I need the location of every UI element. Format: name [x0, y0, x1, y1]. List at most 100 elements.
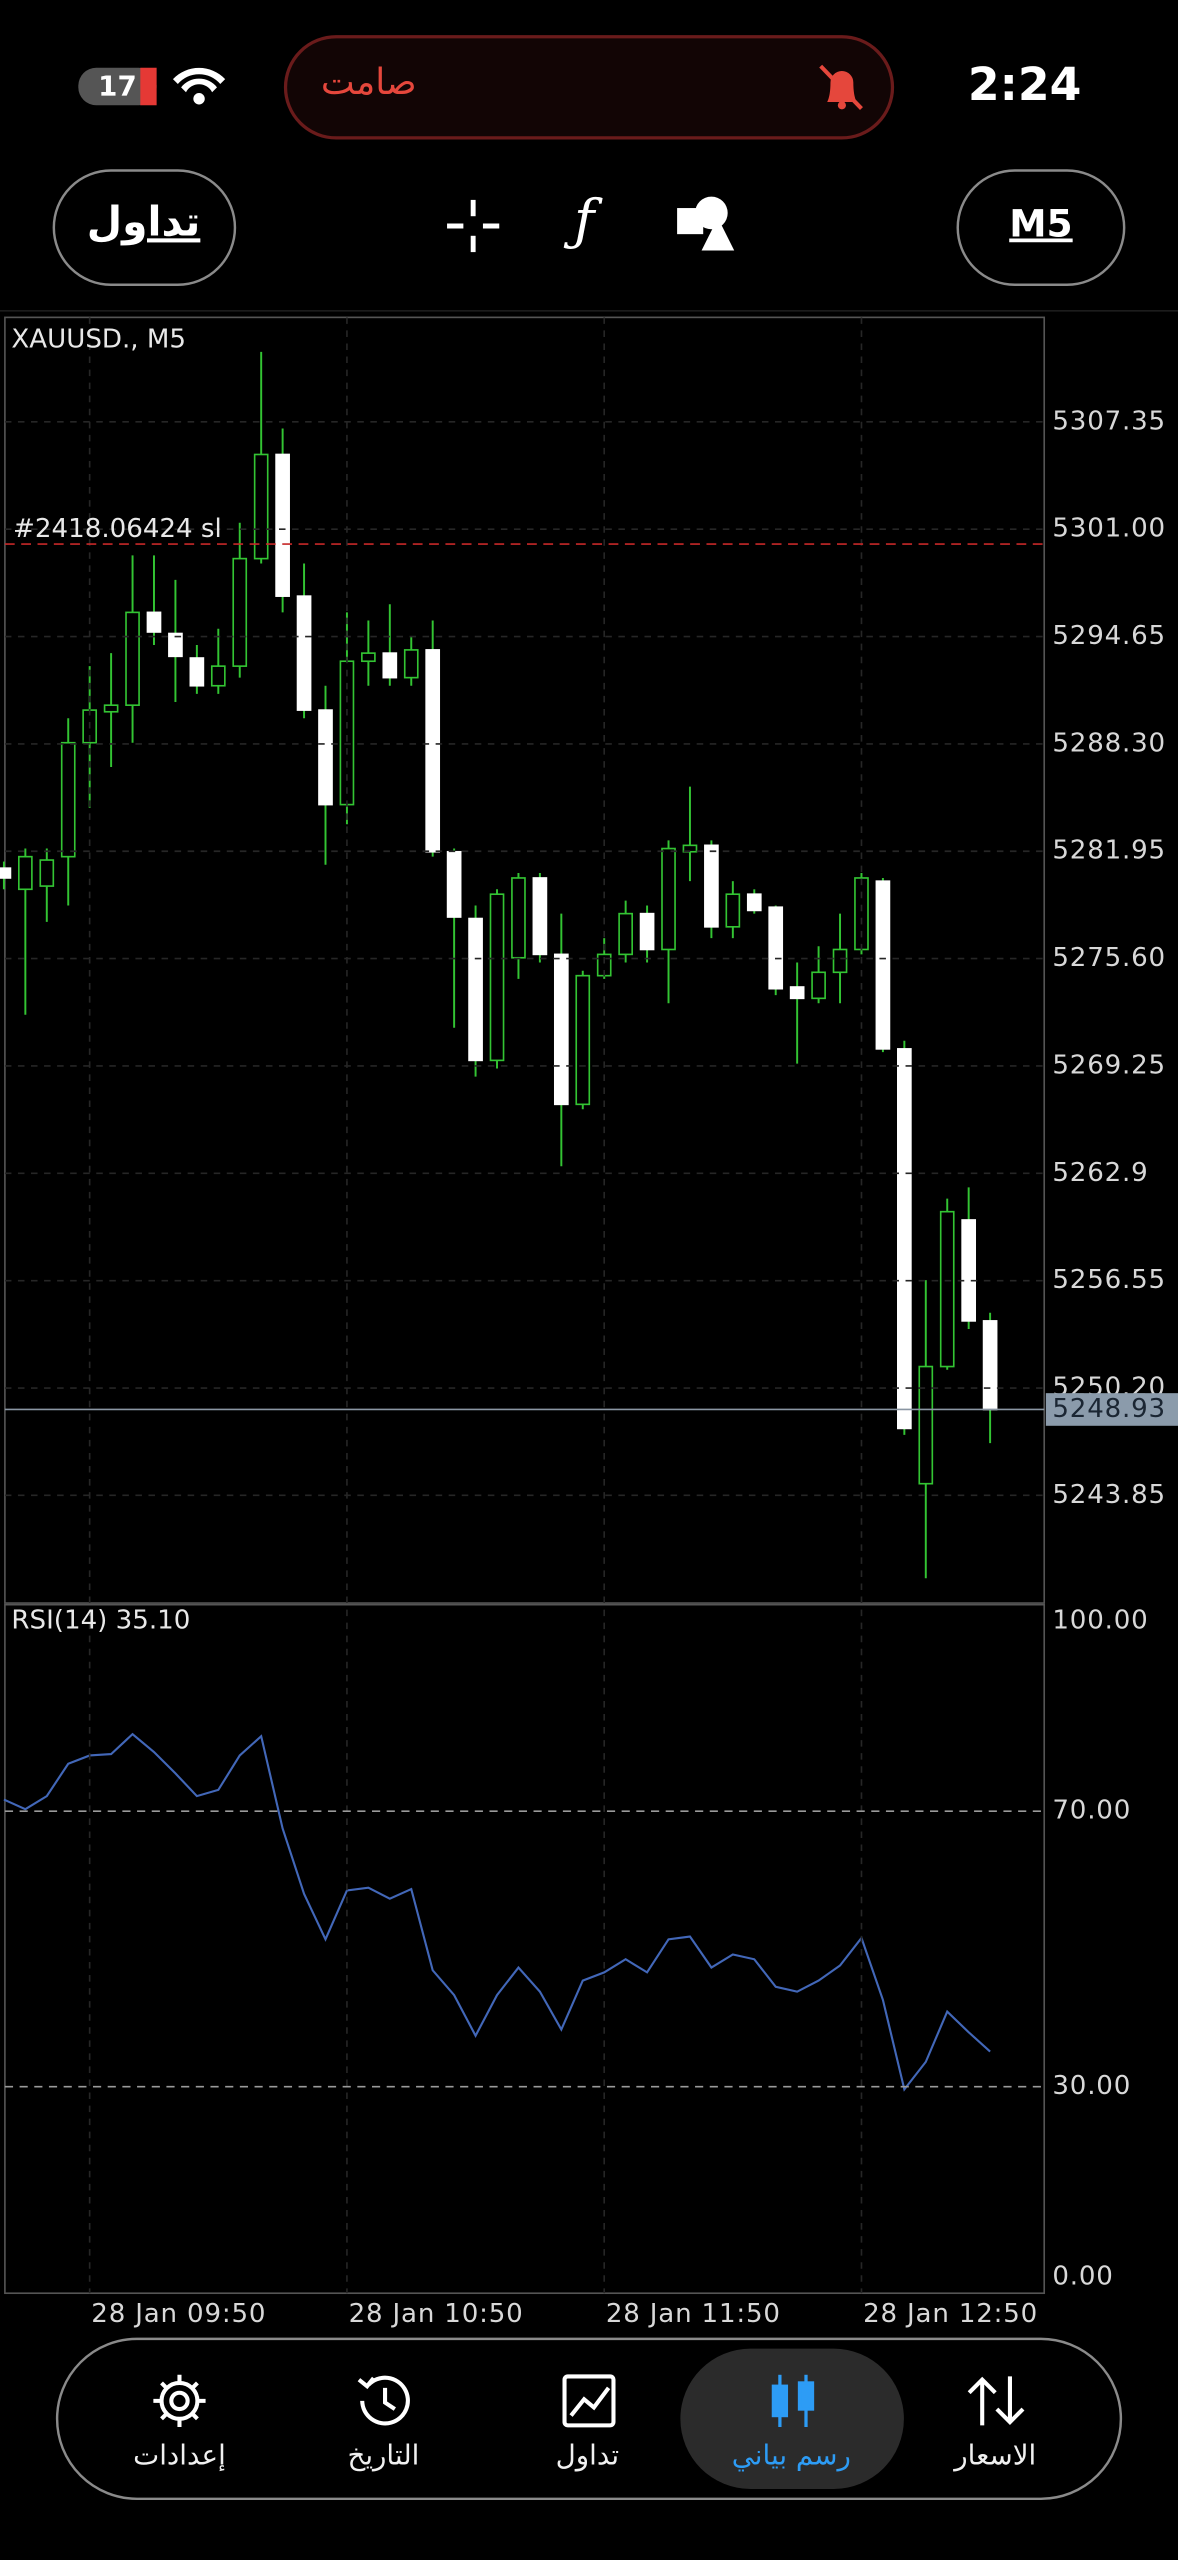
quotes-icon[interactable] [967, 2376, 1025, 2426]
trade-icon[interactable] [562, 2374, 616, 2428]
battery-level: 17 [98, 69, 137, 102]
candle-body [789, 986, 805, 1000]
candle-body [146, 611, 162, 633]
candle-body [489, 893, 505, 1062]
candle-body [60, 741, 76, 858]
clock: 2:24 [968, 58, 1082, 111]
candle-body [618, 912, 633, 956]
active-tab-bg [680, 2348, 904, 2489]
silent-label: صامت [321, 62, 417, 103]
silent-pill [283, 35, 895, 140]
rsi-line [3, 1732, 991, 2092]
chart-marks: 5307.35 5301.00 5294.65 5288.30 5281.95 5275.… [0, 317, 1178, 2329]
rsi-panel [4, 1603, 1046, 2295]
y-tick-label: 5275.60 [1052, 943, 1166, 973]
settings-icon[interactable] [153, 2374, 206, 2427]
timeframe-button[interactable] [956, 169, 1126, 286]
candle-body [125, 611, 140, 707]
y-tick-label: 5256.55 [1052, 1265, 1166, 1295]
candle-body [189, 657, 205, 687]
candle-body [425, 649, 441, 853]
y-tick-label: 100.00 [1052, 1606, 1148, 1636]
y-tick-label: 5262.9 [1052, 1158, 1148, 1188]
candle-body [339, 660, 355, 806]
y-tick-label: 30.00 [1052, 2071, 1131, 2101]
chart-title: XAUUSD., M5 [11, 325, 186, 355]
candle-body [768, 906, 784, 990]
candle-body [661, 847, 676, 951]
x-tick-label: 28 Jan 09:50 [91, 2299, 266, 2329]
candle-body [468, 917, 483, 1062]
candle-body [168, 632, 183, 658]
timeframe-label: M5 [1009, 202, 1072, 246]
candle-body [961, 1219, 977, 1322]
x-tick-label: 28 Jan 11:50 [606, 2299, 781, 2329]
y-tick-label: 0.00 [1052, 2261, 1113, 2291]
current-price-label: 5248.93 [1052, 1394, 1166, 1424]
nav-label: تداول [556, 2438, 620, 2471]
nav-label: رسم بياني [732, 2438, 851, 2471]
candle-body [939, 1210, 955, 1368]
candle-body [639, 912, 655, 951]
y-tick-label: 5243.85 [1052, 1480, 1166, 1510]
trade-button-label: تداول [87, 197, 201, 246]
candle-body [275, 453, 290, 597]
status-bar: 17 صامت 2:24 [78, 35, 1082, 140]
candle-body [725, 893, 741, 928]
candle-body [897, 1048, 912, 1430]
y-tick-label: 5281.95 [1052, 836, 1166, 866]
candle-body [511, 877, 526, 959]
candle-body [532, 877, 548, 956]
chart-icon[interactable] [771, 2374, 815, 2427]
candle-body [575, 974, 591, 1106]
candle-body [0, 867, 12, 879]
candle-body [811, 971, 826, 1000]
rsi-title: RSI(14) 35.10 [11, 1606, 190, 1636]
candle-body [253, 453, 269, 560]
candle-body [232, 557, 248, 667]
x-tick-label: 28 Jan 12:50 [863, 2299, 1038, 2329]
battery-low [140, 67, 157, 106]
history-icon[interactable] [357, 2375, 410, 2426]
y-tick-label: 5288.30 [1052, 728, 1166, 758]
candle-body [918, 1365, 934, 1485]
candle-body [832, 948, 848, 974]
bell-off-icon [819, 64, 863, 110]
y-tick-label: 5307.35 [1052, 406, 1166, 436]
current-price-box [1045, 1393, 1178, 1426]
candle-body [318, 709, 333, 806]
crosshair-icon[interactable] [447, 199, 500, 253]
candle-body [210, 665, 226, 687]
bottom-nav: إعدادات التاريخ تداول رسم بياني الاسعار [55, 2337, 1123, 2501]
nav-label: الاسعار [952, 2438, 1036, 2471]
candle-body [403, 649, 419, 679]
nav-label: إعدادات [133, 2438, 226, 2471]
nav-bar [55, 2337, 1123, 2501]
y-tick-label: 5294.65 [1052, 621, 1166, 651]
candle-body [854, 877, 869, 951]
plot-area [0, 351, 998, 2092]
candle-body [296, 595, 312, 711]
candle-body [446, 850, 462, 918]
y-tick-label: 5301.00 [1052, 514, 1166, 544]
y-tick-label: 5269.25 [1052, 1050, 1166, 1080]
candle-body [704, 844, 719, 928]
nav-label: التاريخ [347, 2438, 419, 2471]
candle-body [875, 880, 891, 1050]
candle-body [382, 652, 398, 679]
battery [78, 67, 157, 106]
candle-body [746, 893, 762, 912]
candle-body [982, 1320, 998, 1411]
candle-body [18, 855, 33, 891]
main-panel [4, 316, 1046, 1604]
x-tick-label: 28 Jan 10:50 [349, 2299, 524, 2329]
candle-body [553, 953, 569, 1106]
wifi-icon [172, 67, 226, 105]
trade-button[interactable] [52, 169, 237, 286]
objects-icon[interactable] [677, 196, 735, 251]
y-tick-label: 70.00 [1052, 1796, 1131, 1826]
sl-annotation: #2418.06424 sl [13, 514, 222, 544]
